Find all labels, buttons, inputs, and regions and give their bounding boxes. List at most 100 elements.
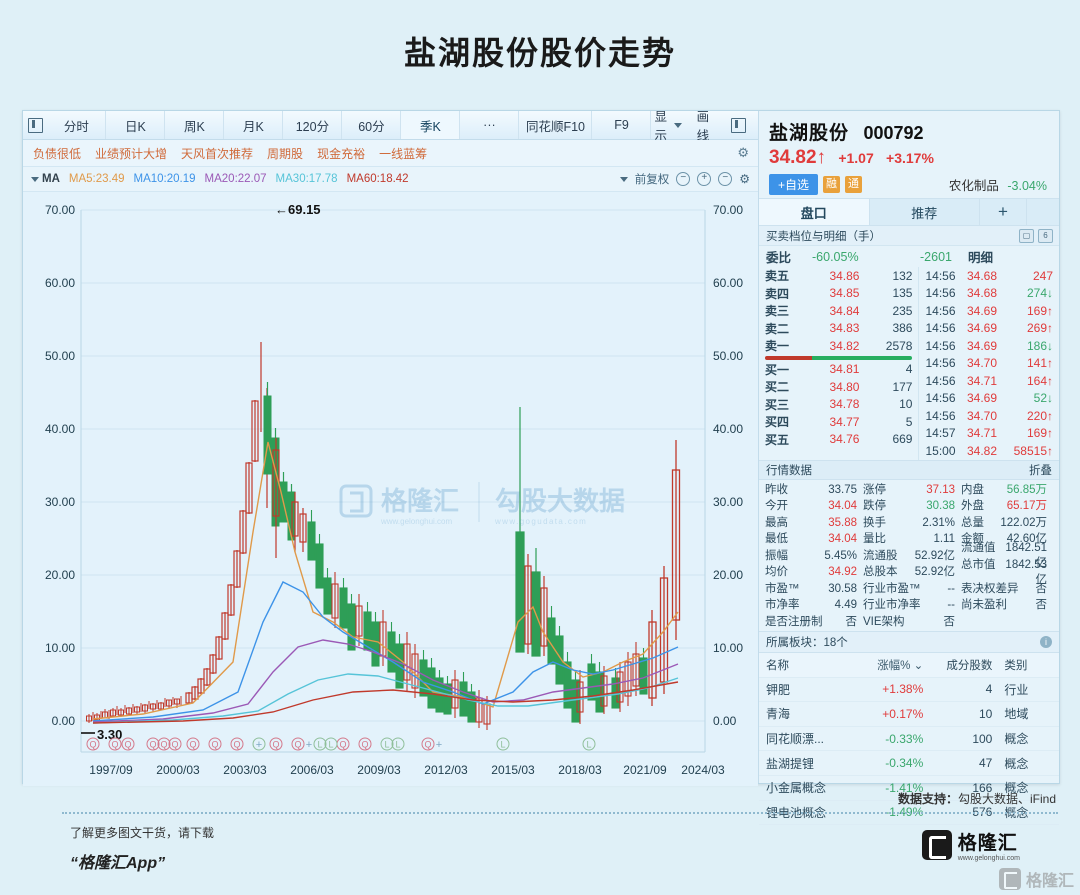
add-tab-button[interactable]: + bbox=[980, 199, 1027, 225]
data-credit: 数据支持：勾股大数据、iFind bbox=[898, 790, 1056, 807]
quote-key: 市净率 bbox=[765, 599, 800, 612]
trade-time: 14:56 bbox=[925, 268, 956, 283]
table-row[interactable]: 小金属概念 -1.41% 166 概念 bbox=[759, 776, 1059, 801]
trade-time: 14:56 bbox=[925, 408, 956, 423]
price-chart[interactable]: 70.00 60.00 50.00 40.00 30.00 20.00 10.0… bbox=[23, 192, 758, 786]
gelonghui-logo-icon bbox=[921, 830, 952, 860]
ask-label: 卖三 bbox=[765, 304, 790, 319]
trade-row: 14:56 34.69 269↑ bbox=[919, 320, 1059, 338]
calendar-icon[interactable]: ▢ bbox=[1019, 228, 1034, 243]
tab-fenshi[interactable]: 分时 bbox=[47, 111, 107, 139]
tab-weekk[interactable]: 周K bbox=[165, 111, 225, 139]
gear-icon[interactable]: ⚙ bbox=[739, 172, 750, 186]
svg-text:10.00: 10.00 bbox=[713, 641, 743, 655]
svg-text:L: L bbox=[395, 740, 400, 750]
tab-more[interactable]: ··· bbox=[460, 111, 520, 139]
block-category: 概念 bbox=[1004, 781, 1029, 796]
col-pct[interactable]: 涨幅% ⌄ bbox=[877, 659, 924, 672]
svg-text:Q: Q bbox=[171, 740, 178, 750]
quote-value: 35.88 bbox=[828, 516, 857, 529]
tab-monthk[interactable]: 月K bbox=[224, 111, 284, 139]
collapse-button[interactable]: 折叠 bbox=[1029, 464, 1052, 477]
quote-value: 34.92 bbox=[828, 566, 857, 579]
tab-f9[interactable]: F9 bbox=[592, 111, 652, 139]
quote-value: 2.31% bbox=[922, 516, 955, 529]
info-icon[interactable]: i bbox=[1040, 636, 1052, 648]
ask-label: 卖五 bbox=[765, 269, 790, 284]
svg-text:50.00: 50.00 bbox=[45, 349, 75, 363]
add-watchlist-button[interactable]: +自选 bbox=[769, 173, 819, 195]
trade-row: 14:56 34.69 169↑ bbox=[919, 302, 1059, 320]
ask-row: 卖五 34.86 132 bbox=[759, 267, 918, 285]
sector-summary[interactable]: 农化制品 -3.04% bbox=[949, 175, 1047, 194]
tab-60min[interactable]: 60分 bbox=[342, 111, 402, 139]
bid-row: 买三 34.78 10 bbox=[759, 396, 918, 414]
quote-value: 否 bbox=[845, 615, 858, 628]
page-title: 盐湖股份股价走势 bbox=[403, 35, 676, 71]
svg-text:2018/03: 2018/03 bbox=[558, 763, 602, 777]
table-row[interactable]: 钾肥 +1.38% 4 行业 bbox=[759, 678, 1059, 703]
trade-price: 34.68 bbox=[966, 268, 997, 283]
stock-title-line: 盐湖股份 000792 bbox=[769, 118, 1049, 145]
tag-item[interactable]: 一线蓝筹 bbox=[379, 146, 428, 161]
panel-toggle-left-icon[interactable] bbox=[23, 111, 47, 139]
bid-price: 34.76 bbox=[829, 432, 860, 447]
trade-time: 14:56 bbox=[925, 356, 956, 371]
quote-key: 行业市盈™ bbox=[863, 582, 921, 595]
draw-line-button[interactable]: 画线 bbox=[694, 106, 719, 144]
orderbook-section-header: 买卖档位与明细（手） ▢ 6 bbox=[759, 226, 1059, 246]
gear-icon[interactable]: ⚙ bbox=[737, 145, 749, 160]
bid-label: 买五 bbox=[765, 432, 790, 447]
trade-time: 14:56 bbox=[925, 338, 956, 353]
ask-row: 卖三 34.84 235 bbox=[759, 302, 918, 320]
zoom-out-icon[interactable]: − bbox=[676, 172, 691, 186]
tab-recommend[interactable]: 推荐 bbox=[870, 199, 980, 225]
ma-toggle[interactable]: MA bbox=[31, 173, 60, 185]
tab-dayk[interactable]: 日K bbox=[106, 111, 166, 139]
svg-text:2021/09: 2021/09 bbox=[623, 763, 667, 777]
trade-price: 34.68 bbox=[966, 286, 997, 301]
block-name: 小金属概念 bbox=[766, 781, 827, 796]
panel-toggle-right-icon[interactable] bbox=[727, 117, 750, 133]
quote-row: 振幅 5.45% 流通股 52.92亿 流通值 1842.51亿 bbox=[765, 542, 1053, 569]
ma10-legend: MA10:20.19 bbox=[133, 173, 196, 185]
tag-item[interactable]: 负债很低 bbox=[33, 146, 82, 161]
tab-ths-f10[interactable]: 同花顺F10 bbox=[519, 111, 593, 139]
settings-chip-icon[interactable]: 6 bbox=[1038, 228, 1053, 243]
shrink-icon[interactable]: − bbox=[718, 172, 733, 186]
badge-connect[interactable]: 通 bbox=[845, 175, 863, 193]
tab-orderbook[interactable]: 盘口 bbox=[759, 199, 870, 225]
watermark-logo-icon bbox=[998, 868, 1021, 890]
adjust-mode-label[interactable]: 前复权 bbox=[634, 174, 670, 186]
trade-price: 34.69 bbox=[966, 391, 997, 406]
badge-margin-trading[interactable]: 融 bbox=[823, 175, 841, 193]
trade-tape[interactable]: 14:56 34.68 247 14:56 34.68 274↓ 14:56 34.69 1… bbox=[918, 267, 1059, 460]
tab-quarterk[interactable]: 季K bbox=[401, 111, 461, 139]
trade-volume: 141↑ bbox=[1026, 356, 1053, 371]
tag-item[interactable]: 业绩预计大增 bbox=[95, 146, 168, 161]
quote-value: 34.04 bbox=[828, 533, 857, 546]
quote-value: 52.92亿 bbox=[914, 566, 955, 579]
sector-pct: -3.04% bbox=[1007, 179, 1047, 193]
ask-row: 卖二 34.83 386 bbox=[759, 320, 918, 338]
tab-120min[interactable]: 120分 bbox=[283, 111, 343, 139]
quote-value: 34.04 bbox=[828, 500, 857, 513]
chevron-down-icon bbox=[31, 176, 39, 182]
tag-item[interactable]: 天风首次推荐 bbox=[181, 146, 254, 161]
ask-price: 34.86 bbox=[829, 268, 860, 283]
ask-qty: 132 bbox=[892, 268, 913, 283]
quote-row: 今开 34.04 跌停 30.38 外盘 65.17万 bbox=[765, 497, 1053, 514]
col-name: 名称 bbox=[766, 659, 789, 672]
block-pct: -1.41% bbox=[885, 780, 924, 795]
zoom-in-icon[interactable]: + bbox=[697, 172, 712, 186]
tag-item[interactable]: 周期股 bbox=[267, 146, 304, 161]
table-row[interactable]: 青海 +0.17% 10 地域 bbox=[759, 702, 1059, 727]
tag-item[interactable]: 现金充裕 bbox=[317, 146, 366, 161]
svg-text:Q: Q bbox=[211, 740, 218, 750]
chart-toolbar: 分时 日K 周K 月K 120分 60分 季K ··· 同花顺F10 F9 显示 bbox=[23, 110, 758, 143]
display-menu[interactable]: 显示 bbox=[651, 106, 684, 144]
trade-price: 34.69 bbox=[966, 338, 997, 353]
table-row[interactable]: 盐湖提锂 -0.34% 47 概念 bbox=[759, 751, 1059, 776]
table-row[interactable]: 同花顺漂... -0.33% 100 概念 bbox=[759, 727, 1059, 752]
